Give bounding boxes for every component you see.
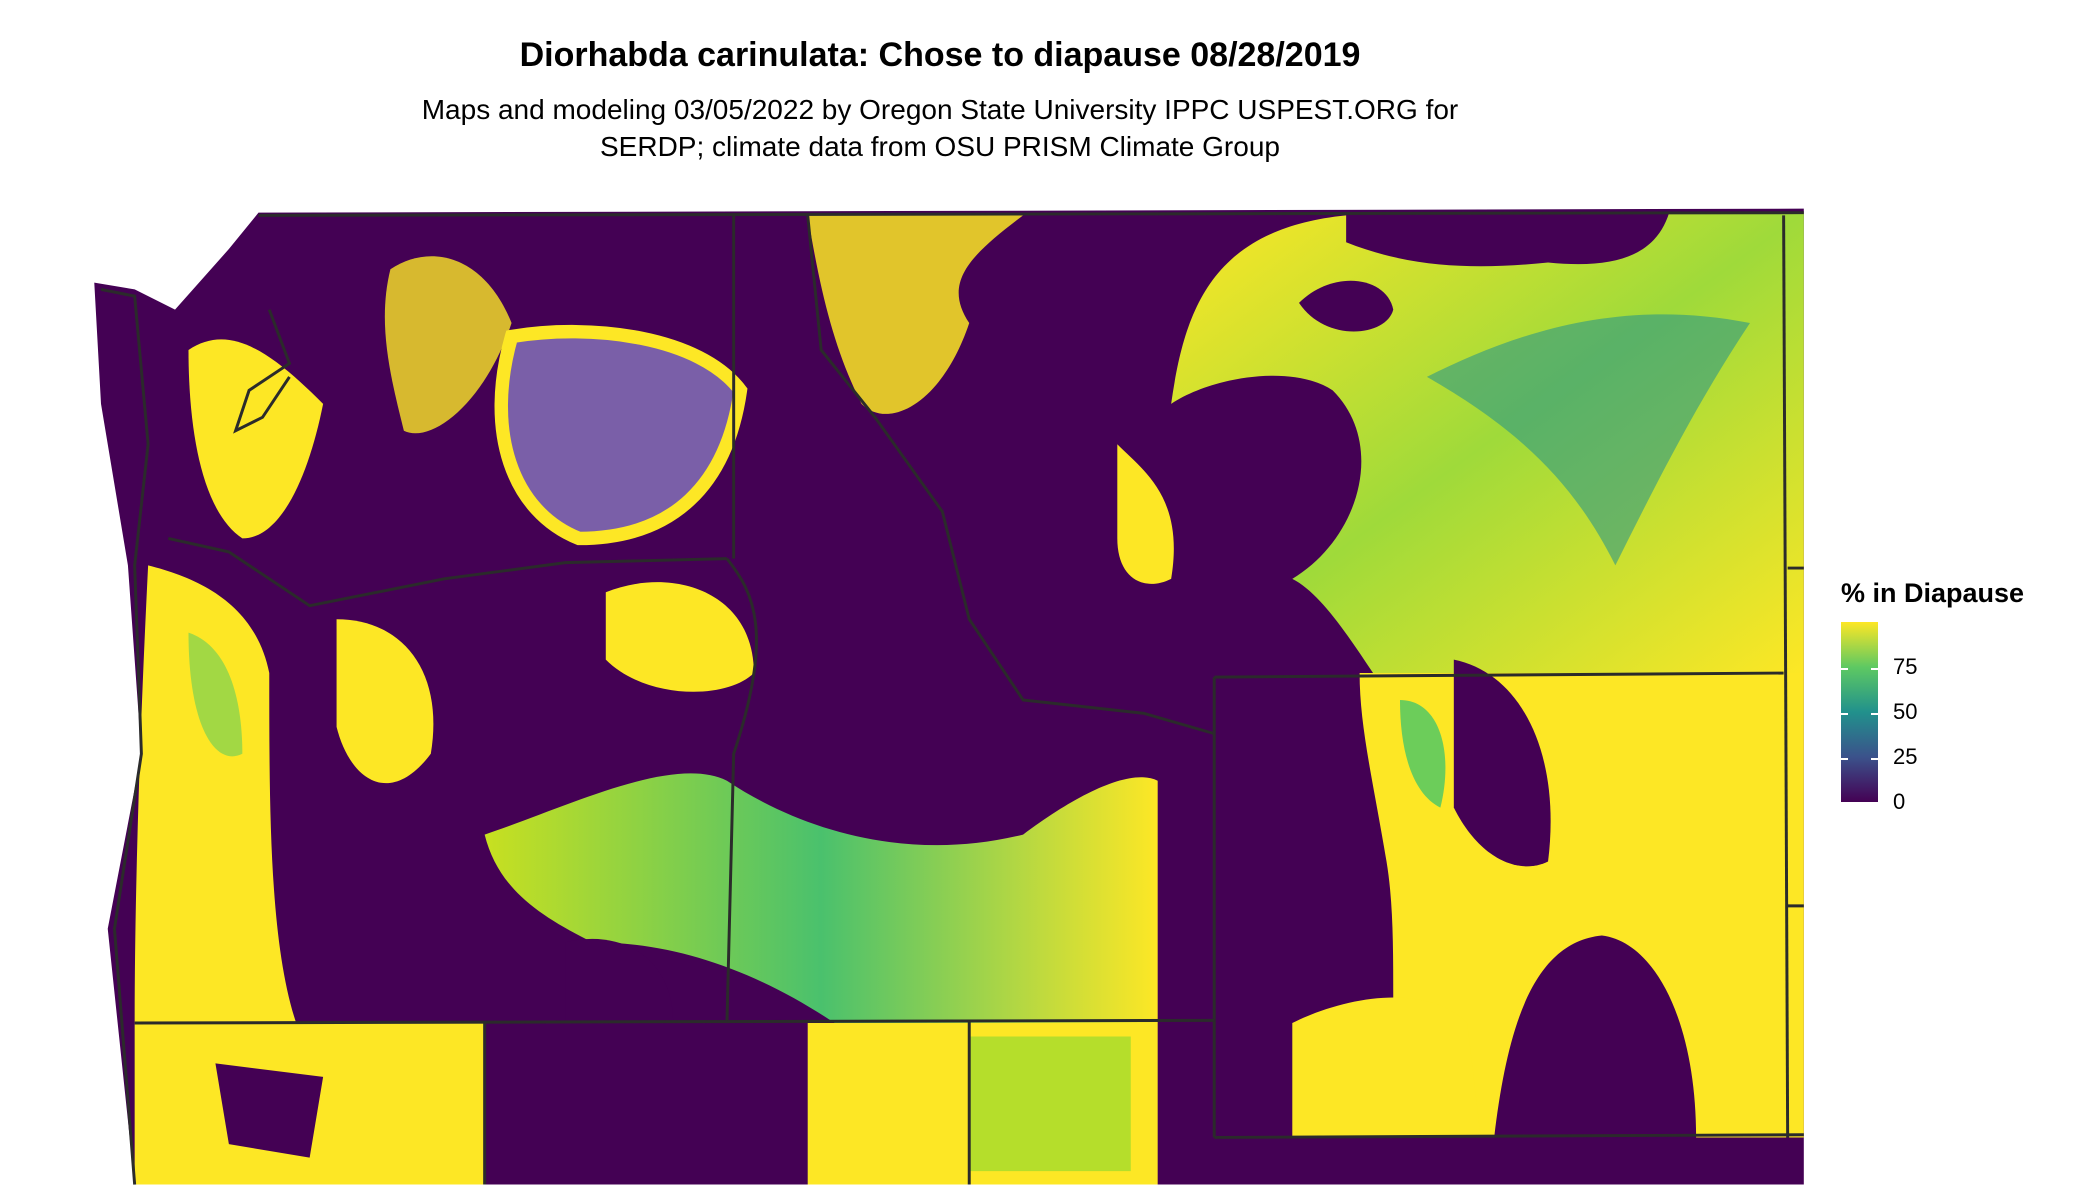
legend-label-0: 0 bbox=[1893, 789, 1906, 814]
region-puget-lowland bbox=[188, 339, 324, 539]
region-montana-drainage bbox=[1426, 314, 1750, 566]
region-central-montana bbox=[1117, 444, 1174, 584]
border-south bbox=[134, 1018, 1215, 1025]
border-nevada-split bbox=[483, 1020, 971, 1185]
region-montana-top bbox=[1346, 212, 1670, 267]
region-wyoming-green bbox=[1399, 699, 1446, 808]
region-columbia-basin-edge bbox=[494, 324, 748, 546]
region-willamette bbox=[134, 565, 297, 1024]
region-nw-montana bbox=[807, 215, 1024, 414]
puget-sound bbox=[233, 309, 292, 434]
region-south-mid-green bbox=[969, 1036, 1131, 1172]
legend-label-50: 50 bbox=[1893, 699, 1918, 724]
border-dakotas bbox=[1787, 566, 1804, 908]
region-south-purple-patch bbox=[215, 1063, 324, 1158]
region-blue-mountains bbox=[605, 582, 754, 692]
border-wa-or bbox=[167, 536, 727, 608]
border-id-mt bbox=[806, 215, 1215, 736]
region-montana-hole bbox=[1299, 280, 1394, 332]
region-willamette-green bbox=[188, 632, 243, 757]
legend-label-75: 75 bbox=[1893, 654, 1918, 679]
legend-label-25: 25 bbox=[1893, 744, 1918, 769]
region-columbia-basin bbox=[501, 331, 741, 539]
legend-tick-75 bbox=[1841, 668, 1878, 670]
border-north bbox=[258, 211, 1804, 217]
region-wa-cascades bbox=[384, 256, 512, 434]
region-snake-plain bbox=[484, 773, 1158, 1024]
legend-title: % in Diapause bbox=[1841, 578, 2025, 608]
border-wy-north bbox=[1214, 671, 1784, 679]
raster-layer bbox=[94, 208, 1804, 1185]
region-snake-purple bbox=[565, 938, 674, 1024]
legend-tick-25 bbox=[1841, 758, 1878, 760]
region-oregon-central bbox=[336, 619, 434, 784]
coastline bbox=[100, 287, 150, 1185]
region-wyoming-sw bbox=[1292, 997, 1481, 1138]
map-subtitle-line-1: Maps and modeling 03/05/2022 by Oregon S… bbox=[421, 94, 1459, 125]
state-borders bbox=[100, 211, 1804, 1185]
region-wyoming-basin bbox=[1453, 659, 1551, 867]
border-wy-south bbox=[1214, 1133, 1804, 1139]
legend-colorbar bbox=[1841, 622, 1878, 802]
border-mt-east bbox=[1782, 215, 1790, 1138]
border-or-id bbox=[725, 557, 758, 1024]
legend-tick-50 bbox=[1841, 713, 1878, 715]
map-title: Diorhabda carinulata: Chose to diapause … bbox=[519, 36, 1361, 74]
map-subtitle-line-2: SERDP; climate data from OSU PRISM Clima… bbox=[600, 131, 1280, 162]
